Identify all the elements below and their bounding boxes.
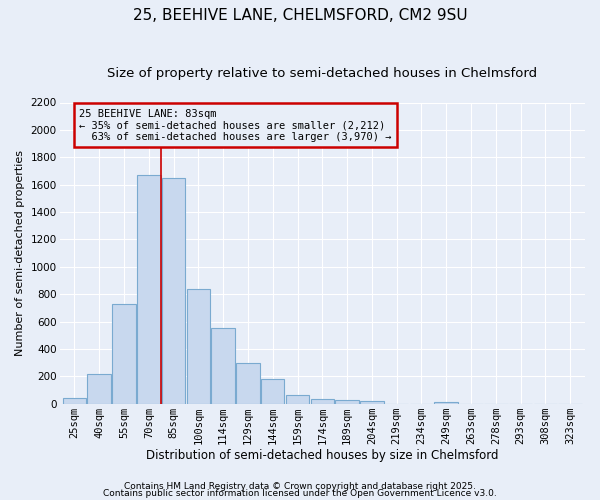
Bar — [434, 402, 458, 404]
Y-axis label: Number of semi-detached properties: Number of semi-detached properties — [15, 150, 25, 356]
Bar — [261, 379, 284, 404]
Bar — [62, 398, 86, 404]
Title: Size of property relative to semi-detached houses in Chelmsford: Size of property relative to semi-detach… — [107, 68, 538, 80]
Text: Contains public sector information licensed under the Open Government Licence v3: Contains public sector information licen… — [103, 488, 497, 498]
Bar — [286, 395, 309, 404]
Bar — [211, 328, 235, 404]
Text: 25, BEEHIVE LANE, CHELMSFORD, CM2 9SU: 25, BEEHIVE LANE, CHELMSFORD, CM2 9SU — [133, 8, 467, 22]
Bar — [88, 374, 111, 404]
Bar — [112, 304, 136, 404]
Bar — [187, 288, 210, 404]
Bar — [335, 400, 359, 404]
Text: Contains HM Land Registry data © Crown copyright and database right 2025.: Contains HM Land Registry data © Crown c… — [124, 482, 476, 491]
Bar — [137, 175, 161, 404]
Text: 25 BEEHIVE LANE: 83sqm
← 35% of semi-detached houses are smaller (2,212)
  63% o: 25 BEEHIVE LANE: 83sqm ← 35% of semi-det… — [79, 108, 392, 142]
Bar — [360, 401, 383, 404]
Bar — [311, 399, 334, 404]
X-axis label: Distribution of semi-detached houses by size in Chelmsford: Distribution of semi-detached houses by … — [146, 450, 499, 462]
Bar — [162, 178, 185, 404]
Bar — [236, 364, 260, 404]
